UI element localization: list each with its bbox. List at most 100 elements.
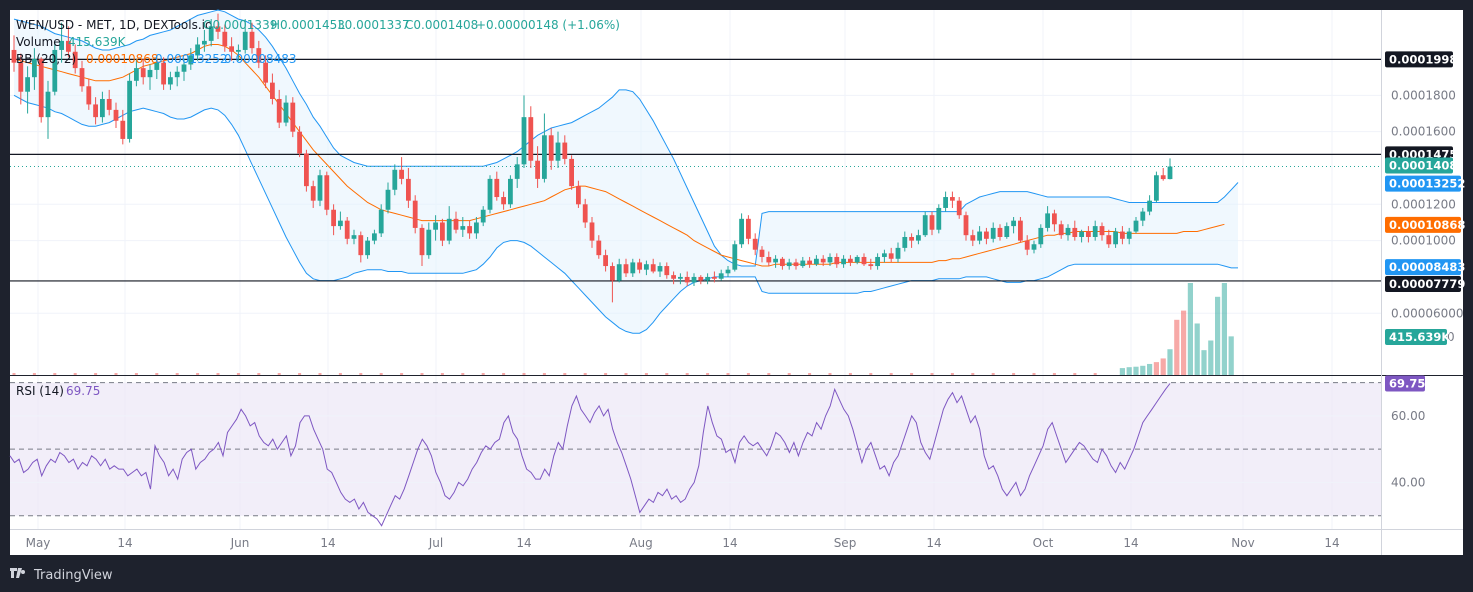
candle-body bbox=[106, 98, 112, 110]
price-tick-label[interactable]: 0.0001000 bbox=[1391, 234, 1456, 248]
candle-body bbox=[739, 218, 744, 245]
volume-bar bbox=[12, 373, 16, 375]
candle-body bbox=[1052, 213, 1057, 225]
main-legend[interactable]: WEN/USD - MET, 1D, DEXTools.io O0.000133… bbox=[16, 18, 620, 66]
brand-name[interactable]: TradingView bbox=[34, 567, 113, 583]
volume-bar bbox=[175, 373, 179, 375]
badge-bb-basis-bg bbox=[1385, 216, 1461, 233]
time-tick-label[interactable]: 14 bbox=[926, 536, 941, 550]
candle-body bbox=[589, 222, 595, 241]
rsi-legend[interactable]: RSI (14) 69.75 bbox=[16, 384, 100, 398]
candle-body bbox=[385, 189, 391, 210]
volume-legend-value: 415.639K bbox=[68, 35, 127, 49]
candle-body bbox=[365, 240, 370, 256]
badge-level-high-bg bbox=[1385, 51, 1453, 68]
candle-body bbox=[290, 102, 296, 132]
volume-bar bbox=[257, 373, 261, 375]
candle-body bbox=[997, 227, 1003, 237]
candle-body bbox=[1099, 226, 1105, 236]
time-tick-label[interactable]: Jul bbox=[428, 536, 443, 550]
volume-bar bbox=[461, 373, 465, 375]
candle-body bbox=[603, 255, 608, 267]
rsi-tick-label[interactable]: 60.00 bbox=[1391, 409, 1425, 423]
candle-body bbox=[827, 256, 833, 263]
candle-body bbox=[922, 215, 928, 236]
candle-body bbox=[467, 226, 472, 234]
candle-body bbox=[161, 62, 166, 85]
rsi-legend-value: 69.75 bbox=[66, 384, 100, 398]
candle-body bbox=[1120, 231, 1125, 239]
candle-body bbox=[1126, 231, 1132, 239]
badge-bb-basis: 0.00010868 bbox=[1389, 218, 1465, 232]
candle-body bbox=[698, 276, 704, 281]
candle-body bbox=[25, 77, 30, 92]
time-tick-label[interactable]: 14 bbox=[516, 536, 531, 550]
time-tick-label[interactable]: 14 bbox=[1123, 536, 1138, 550]
price-tick-label[interactable]: 0.0001200 bbox=[1391, 197, 1456, 211]
volume-tick-label[interactable]: 0 bbox=[1447, 330, 1455, 344]
candle-body bbox=[1072, 227, 1078, 237]
symbol-title[interactable]: WEN/USD - MET, 1D, DEXTools.io bbox=[16, 18, 212, 32]
candle-body bbox=[18, 62, 24, 92]
time-axis-ticks[interactable]: May 14 Jun 14 Jul 14 Aug 14 Sep 14 Oct 14 Nov 14 bbox=[26, 536, 1340, 550]
volume-bar bbox=[828, 373, 832, 375]
candle-body bbox=[310, 186, 316, 201]
candle-body bbox=[399, 169, 404, 179]
time-tick-label[interactable]: 14 bbox=[1324, 536, 1339, 550]
candle-body bbox=[1147, 200, 1152, 212]
time-tick-label[interactable]: Jun bbox=[230, 536, 250, 550]
volume-bar bbox=[746, 373, 750, 375]
candle-body bbox=[1018, 220, 1023, 241]
candle-body bbox=[168, 77, 173, 85]
rsi-tick-label[interactable]: 40.00 bbox=[1391, 475, 1425, 489]
time-tick-label[interactable]: 14 bbox=[722, 536, 737, 550]
candle-body bbox=[542, 135, 547, 179]
volume-bar bbox=[134, 373, 138, 375]
candle-body bbox=[977, 231, 982, 241]
volume-bar bbox=[808, 373, 812, 375]
time-tick-label[interactable]: Oct bbox=[1033, 536, 1054, 550]
volume-bar bbox=[481, 373, 485, 375]
candle-body bbox=[841, 258, 846, 265]
candle-body bbox=[140, 68, 146, 78]
candle-body bbox=[72, 51, 78, 69]
candle-body bbox=[610, 266, 615, 281]
footer[interactable]: TradingView bbox=[10, 566, 113, 584]
time-tick-label[interactable]: Aug bbox=[629, 536, 652, 550]
time-tick-label[interactable]: 14 bbox=[320, 536, 335, 550]
time-tick-label[interactable]: 14 bbox=[117, 536, 132, 550]
candle-body bbox=[1160, 175, 1166, 180]
bb-legend-label[interactable]: BB (20, 2) bbox=[16, 52, 76, 66]
time-tick-label[interactable]: May bbox=[26, 536, 51, 550]
time-axis-background bbox=[10, 529, 1463, 555]
volume-bar bbox=[1052, 373, 1056, 375]
volume-bar bbox=[440, 373, 444, 375]
rsi-legend-label[interactable]: RSI (14) bbox=[16, 384, 64, 398]
candle-body bbox=[528, 117, 534, 161]
price-axis-ticks[interactable]: 0.0001800 0.0001600 0.0001200 0.0001000 0.00… bbox=[1391, 88, 1464, 489]
volume-legend-label[interactable]: Volume bbox=[16, 35, 61, 49]
tradingview-logo-icon[interactable] bbox=[10, 568, 28, 582]
volume-bar bbox=[1167, 349, 1173, 375]
candle-body bbox=[270, 82, 275, 99]
price-tick-label[interactable]: 0.0001800 bbox=[1391, 88, 1456, 102]
candle-body bbox=[100, 98, 105, 118]
ohlc-low: L0.0001337 bbox=[338, 18, 410, 32]
candle-body bbox=[950, 197, 955, 201]
candle-body bbox=[372, 233, 377, 241]
candle-body bbox=[331, 209, 336, 227]
candle-body bbox=[249, 31, 255, 49]
candle-body bbox=[725, 269, 731, 274]
volume-bar bbox=[604, 373, 608, 375]
candle-body bbox=[304, 153, 309, 187]
candle-body bbox=[929, 215, 935, 230]
candle-body bbox=[1045, 213, 1050, 228]
time-tick-label[interactable]: Sep bbox=[834, 536, 857, 550]
time-tick-label[interactable]: Nov bbox=[1231, 536, 1254, 550]
candle-body bbox=[263, 62, 268, 83]
volume-bar bbox=[318, 373, 322, 375]
volume-bar bbox=[1012, 373, 1016, 375]
price-tick-label[interactable]: 0.00006000 bbox=[1391, 306, 1464, 320]
price-tick-label[interactable]: 0.0001600 bbox=[1391, 125, 1456, 139]
candle-body bbox=[256, 48, 262, 63]
